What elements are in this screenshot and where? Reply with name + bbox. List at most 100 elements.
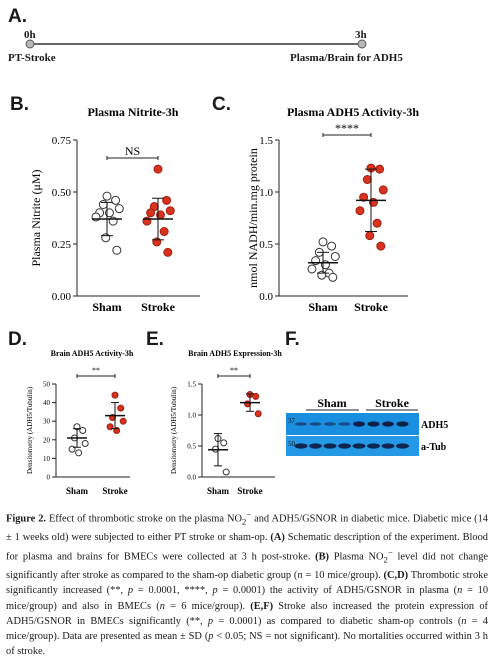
- x-category-label: Stroke: [354, 300, 388, 314]
- y-tick-label: 0.0: [259, 291, 273, 303]
- data-point: [98, 199, 108, 209]
- chart-brain-adh5-activity: Brain ADH5 Activity-3h 0 10 20 30 40 50 Densito…: [26, 349, 134, 496]
- y-tick-label: 30: [43, 418, 51, 426]
- blot-strip-adh5: [286, 413, 419, 435]
- time-end-label: 3h: [355, 29, 367, 41]
- data-point: [101, 233, 111, 243]
- y-tick-label: 1.0: [259, 187, 273, 199]
- chart-title: Plasma ADH5 Activity-3h: [287, 105, 419, 119]
- data-point: [362, 175, 372, 185]
- y-tick-label: 0.5: [187, 442, 196, 450]
- chart-plasma-adh5-activity: Plasma ADH5 Activity-3h 0.0 0.5 1.0 1.5nmol …: [246, 105, 419, 314]
- chart-title: Brain ADH5 Activity-3h: [51, 349, 134, 358]
- data-point: [318, 237, 328, 247]
- blot-band-tub: [381, 443, 395, 449]
- panel-a-timeline: [25, 39, 367, 49]
- data-point: [114, 204, 124, 214]
- blot-band-adh5: [396, 421, 409, 427]
- y-axis-label: Densitometry (ADH5/Tubulin): [26, 386, 34, 474]
- blot-band-adh5: [382, 421, 394, 427]
- blot-band-adh5: [367, 421, 380, 427]
- x-category-label: Sham: [207, 486, 230, 496]
- chart-title: Plasma Nitrite-3h: [88, 105, 179, 119]
- data-point: [117, 404, 125, 412]
- blot-band-tub: [309, 443, 322, 449]
- data-point: [111, 195, 121, 205]
- y-tick-label: 0.75: [52, 135, 72, 147]
- y-tick-label: 0.25: [52, 239, 72, 251]
- western-blot: Sham Stroke 37 50 ADH5 a-Tub: [286, 396, 448, 456]
- y-tick-label: 0.5: [259, 239, 273, 251]
- y-axis-label: nmol NADH/min.mg protein: [246, 148, 260, 288]
- data-point: [79, 427, 87, 434]
- y-tick-label: 0: [47, 473, 51, 481]
- y-tick-label: 0.00: [52, 291, 72, 303]
- y-tick-label: 20: [43, 436, 51, 444]
- panel-b-letter: B.: [10, 94, 29, 115]
- caption-figure-label: Figure 2.: [6, 513, 46, 525]
- data-point: [165, 206, 175, 216]
- chart-title: Brain ADH5 Expression-3h: [188, 349, 282, 358]
- y-tick-label: 0.50: [52, 187, 72, 199]
- data-point: [146, 208, 156, 218]
- data-point: [376, 241, 386, 251]
- x-category-label: Sham: [308, 300, 337, 314]
- time-start-label: 0h: [24, 29, 36, 41]
- data-point: [119, 417, 127, 425]
- figure-caption: Figure 2. Effect of thrombotic stroke on…: [6, 509, 489, 658]
- data-point: [355, 206, 365, 216]
- y-tick-label: 1.0: [187, 411, 196, 419]
- blot-band-tub: [396, 443, 409, 449]
- timeline-end-marker: [357, 39, 367, 49]
- data-point: [162, 195, 172, 205]
- data-point: [359, 192, 369, 202]
- data-point: [153, 164, 163, 174]
- data-point: [222, 468, 230, 476]
- data-point: [102, 191, 112, 201]
- data-point: [330, 251, 340, 261]
- blot-band-adh5: [309, 422, 322, 426]
- data-point: [163, 247, 173, 257]
- event-end-label: Plasma/Brain for ADH5: [290, 52, 403, 64]
- blot-band-adh5: [338, 422, 351, 426]
- blot-label-tub: a-Tub: [421, 442, 447, 453]
- data-point: [220, 439, 228, 447]
- y-tick-label: 50: [43, 380, 51, 388]
- data-point: [328, 272, 338, 282]
- blot-band-adh5: [295, 422, 307, 426]
- blot-band-adh5: [353, 421, 365, 427]
- blot-group-stroke: Stroke: [375, 396, 409, 410]
- x-category-label: Stroke: [102, 486, 127, 496]
- data-point: [365, 231, 375, 241]
- y-tick-label: 1.5: [187, 380, 196, 388]
- y-tick-label: 10: [43, 455, 51, 463]
- panel-c-letter: C.: [212, 94, 231, 115]
- blot-band-tub: [352, 443, 366, 449]
- data-point: [159, 227, 169, 237]
- blot-marker-37: 37: [288, 417, 296, 425]
- blot-marker-50: 50: [288, 440, 296, 448]
- y-axis-label: Densitometry (ADH5/Tubulin): [170, 386, 178, 474]
- data-point: [307, 264, 317, 274]
- data-point: [327, 241, 337, 251]
- significance-label: ****: [335, 121, 359, 135]
- x-category-label: Sham: [92, 300, 121, 314]
- timeline-start-marker: [25, 39, 35, 49]
- blot-group-sham: Sham: [317, 396, 346, 410]
- blot-label-adh5: ADH5: [421, 420, 448, 431]
- x-category-label: Sham: [66, 486, 89, 496]
- blot-band-tub: [338, 443, 351, 449]
- data-point: [81, 440, 89, 448]
- x-category-label: Stroke: [237, 486, 262, 496]
- y-axis-label: Plasma Nitrite (μM): [29, 169, 43, 266]
- panel-d-letter: D.: [8, 329, 27, 350]
- x-category-label: Stroke: [141, 300, 175, 314]
- data-point: [372, 218, 382, 228]
- chart-plasma-nitrite: Plasma Nitrite-3h 0.00 0.25 0.50 0.75 Plasma …: [29, 105, 200, 314]
- y-tick-label: 1.5: [259, 135, 273, 147]
- data-point: [378, 185, 388, 195]
- data-point: [111, 391, 119, 399]
- data-point: [112, 245, 122, 255]
- significance-label: NS: [125, 144, 140, 158]
- panel-e-letter: E.: [146, 329, 164, 350]
